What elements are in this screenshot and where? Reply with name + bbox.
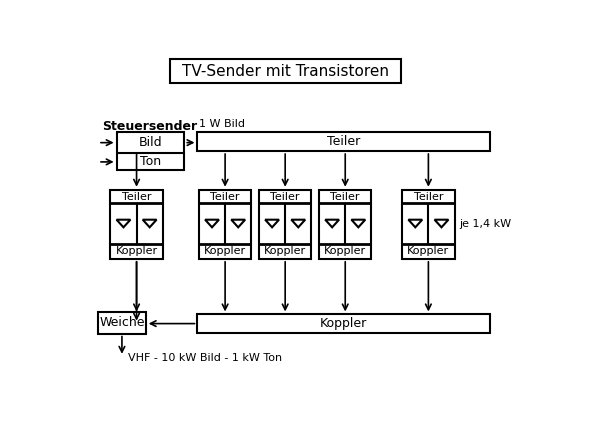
Polygon shape — [352, 220, 365, 227]
Text: Koppler: Koppler — [115, 246, 158, 256]
Bar — [170, 59, 401, 83]
Polygon shape — [265, 220, 279, 227]
Polygon shape — [409, 220, 422, 227]
Polygon shape — [292, 220, 305, 227]
Text: Koppler: Koppler — [264, 246, 306, 256]
Text: TV-Sender mit Transistoren: TV-Sender mit Transistoren — [182, 64, 389, 78]
Text: Steuersender: Steuersender — [102, 120, 197, 133]
Text: Koppler: Koppler — [324, 246, 366, 256]
Text: je 1,4 kW: je 1,4 kW — [459, 219, 511, 229]
Polygon shape — [143, 220, 157, 227]
Bar — [402, 190, 455, 259]
Bar — [259, 190, 311, 259]
Text: 1 W Bild: 1 W Bild — [199, 119, 245, 129]
Text: Weiche: Weiche — [99, 316, 145, 329]
Text: Koppler: Koppler — [204, 246, 246, 256]
Bar — [110, 190, 163, 259]
Polygon shape — [434, 220, 448, 227]
Polygon shape — [325, 220, 339, 227]
Text: Teiler: Teiler — [271, 191, 300, 201]
Text: Teiler: Teiler — [122, 191, 151, 201]
Bar — [116, 132, 184, 170]
Text: Bild: Bild — [139, 136, 162, 149]
Text: Teiler: Teiler — [327, 135, 361, 148]
Text: Teiler: Teiler — [211, 191, 240, 201]
Bar — [98, 312, 146, 334]
Bar — [199, 190, 251, 259]
Text: Koppler: Koppler — [320, 317, 367, 330]
Bar — [197, 132, 490, 151]
Text: VHF - 10 kW Bild - 1 kW Ton: VHF - 10 kW Bild - 1 kW Ton — [128, 353, 282, 363]
Bar — [319, 190, 371, 259]
Bar — [197, 314, 490, 333]
Text: Teiler: Teiler — [413, 191, 443, 201]
Text: Koppler: Koppler — [407, 246, 449, 256]
Text: Teiler: Teiler — [331, 191, 360, 201]
Polygon shape — [231, 220, 245, 227]
Text: Ton: Ton — [140, 155, 161, 168]
Polygon shape — [205, 220, 219, 227]
Polygon shape — [116, 220, 130, 227]
